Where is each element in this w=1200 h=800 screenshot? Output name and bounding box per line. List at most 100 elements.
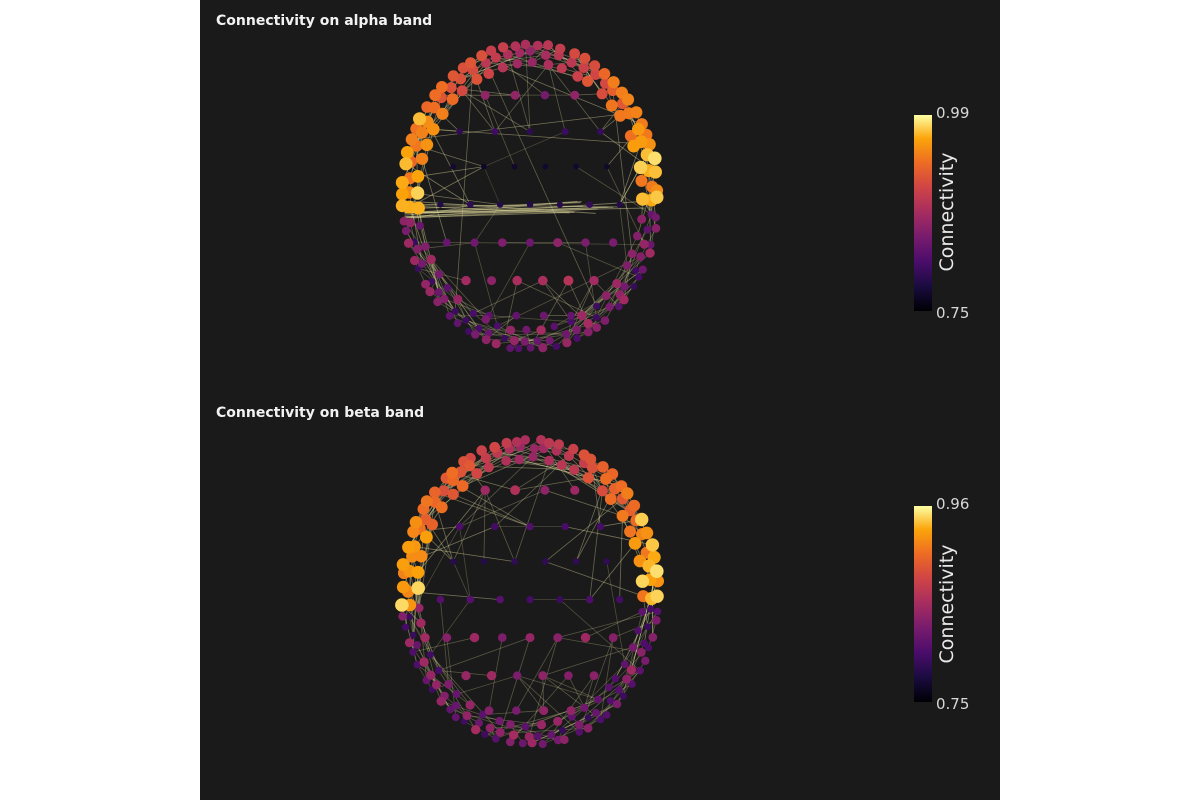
connectivity-node[interactable] [484,706,494,715]
connectivity-node[interactable] [413,661,421,669]
connectivity-node[interactable] [541,50,551,60]
connectivity-node[interactable] [420,633,430,643]
connectivity-node[interactable] [396,558,410,571]
connectivity-node[interactable] [597,128,604,136]
connectivity-node[interactable] [556,596,564,604]
connectivity-node[interactable] [635,512,649,527]
connectivity-node[interactable] [525,633,535,643]
connectivity-node[interactable] [553,716,563,726]
connectivity-node[interactable] [615,686,623,694]
connectivity-node[interactable] [589,275,599,286]
connectivity-node[interactable] [506,737,515,747]
connectivity-node[interactable] [497,62,508,73]
beta-network-plot[interactable] [200,392,1000,792]
connectivity-node[interactable] [572,325,581,335]
connectivity-node[interactable] [455,466,467,478]
connectivity-node[interactable] [635,174,648,187]
connectivity-node[interactable] [521,722,530,731]
connectivity-node[interactable] [583,723,593,733]
connectivity-node[interactable] [567,318,575,326]
connectivity-node[interactable] [540,485,550,495]
connectivity-node[interactable] [413,244,422,254]
connectivity-node[interactable] [510,90,520,100]
connectivity-node[interactable] [540,91,550,100]
connectivity-node[interactable] [410,255,420,266]
connectivity-node[interactable] [491,339,501,349]
connectivity-node[interactable] [643,225,652,234]
connectivity-node[interactable] [538,671,548,681]
connectivity-node[interactable] [608,633,618,642]
connectivity-node[interactable] [416,618,426,628]
connectivity-node[interactable] [465,57,477,69]
connectivity-node[interactable] [428,278,436,285]
connectivity-node[interactable] [467,201,474,208]
connectivity-node[interactable] [572,558,580,565]
connectivity-node[interactable] [415,550,428,563]
connectivity-node[interactable] [512,706,521,715]
connectivity-node[interactable] [409,631,417,639]
connectivity-node[interactable] [552,342,560,351]
connectivity-node[interactable] [621,487,634,500]
connectivity-node[interactable] [635,574,650,588]
connectivity-node[interactable] [604,493,617,505]
connectivity-node[interactable] [600,473,612,485]
connectivity-node[interactable] [461,671,471,681]
connectivity-node[interactable] [446,705,455,714]
connectivity-node[interactable] [556,201,564,208]
connectivity-node[interactable] [619,692,627,700]
connectivity-node[interactable] [579,52,591,64]
connectivity-node[interactable] [426,670,436,680]
connectivity-node[interactable] [603,558,611,565]
connectivity-node[interactable] [429,89,442,102]
connectivity-node[interactable] [622,674,632,684]
connectivity-node[interactable] [483,68,495,79]
connectivity-node[interactable] [447,488,459,500]
connectivity-node[interactable] [435,501,448,514]
connectivity-node[interactable] [573,163,579,170]
connectivity-node[interactable] [426,651,434,659]
connectivity-node[interactable] [574,720,584,729]
connectivity-node[interactable] [632,123,645,136]
connectivity-node[interactable] [605,683,613,692]
connectivity-node[interactable] [580,703,589,712]
connectivity-node[interactable] [627,139,641,153]
connectivity-node[interactable] [395,598,409,612]
connectivity-node[interactable] [469,309,477,318]
connectivity-node[interactable] [399,157,413,171]
connectivity-node[interactable] [410,186,425,200]
connectivity-node[interactable] [510,41,521,52]
connectivity-node[interactable] [550,322,558,331]
connectivity-node[interactable] [485,723,495,733]
connectivity-node[interactable] [496,201,504,208]
connectivity-node[interactable] [526,128,534,135]
connectivity-node[interactable] [456,128,463,135]
connectivity-node[interactable] [539,706,549,716]
connectivity-node[interactable] [417,259,427,268]
connectivity-node[interactable] [510,485,520,496]
connectivity-node[interactable] [445,312,454,320]
connectivity-node[interactable] [539,311,548,320]
connectivity-node[interactable] [570,90,580,100]
connectivity-node[interactable] [572,71,583,82]
connectivity-node[interactable] [651,213,660,222]
connectivity-node[interactable] [436,81,448,93]
connectivity-node[interactable] [436,595,445,604]
connectivity-node[interactable] [465,700,475,710]
connectivity-node[interactable] [478,710,487,719]
connectivity-node[interactable] [647,605,655,613]
connectivity-node[interactable] [650,589,664,603]
connectivity-node[interactable] [578,62,590,74]
connectivity-node[interactable] [593,302,600,310]
connectivity-node[interactable] [622,261,632,270]
connectivity-node[interactable] [442,633,452,642]
connectivity-node[interactable] [439,294,449,304]
connectivity-node[interactable] [526,343,535,352]
connectivity-node[interactable] [596,485,608,497]
connectivity-node[interactable] [543,59,554,70]
connectivity-node[interactable] [475,719,483,727]
connectivity-node[interactable] [445,82,457,94]
connectivity-node[interactable] [569,48,580,59]
connectivity-node[interactable] [480,485,490,495]
connectivity-node[interactable] [493,322,501,330]
connectivity-node[interactable] [480,558,488,565]
